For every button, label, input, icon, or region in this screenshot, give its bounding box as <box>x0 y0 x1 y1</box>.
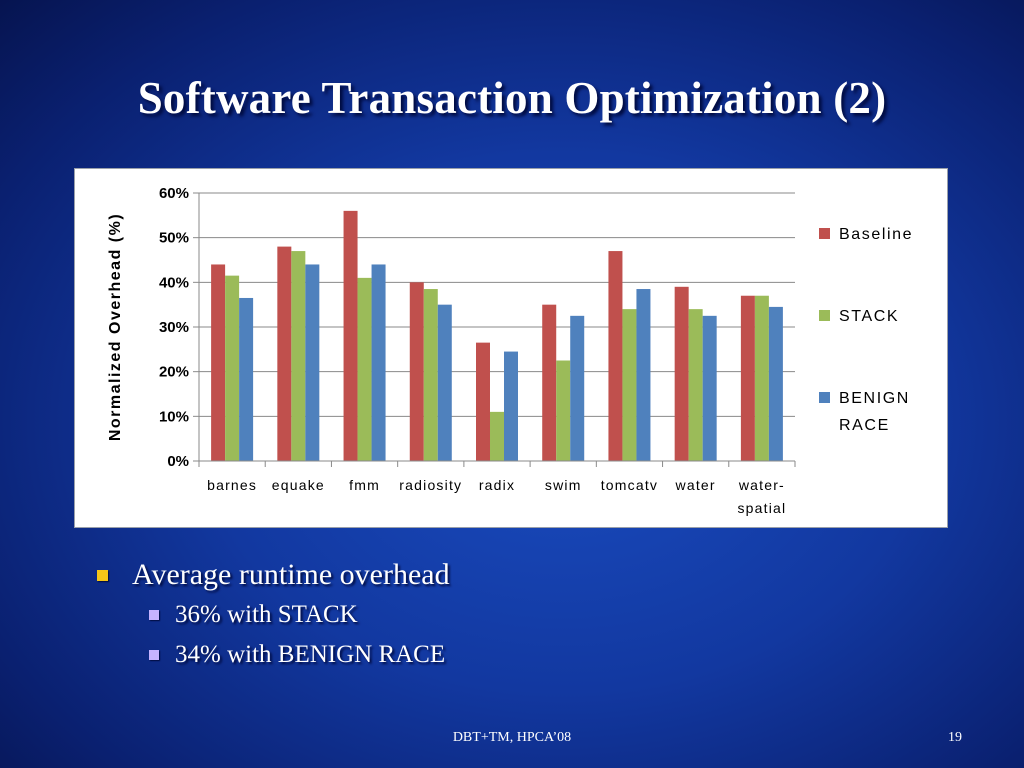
bar-benign-race <box>504 351 518 461</box>
square-bullet-icon <box>149 610 159 620</box>
bullet-list: Average runtime overhead 36% with STACK … <box>97 555 897 675</box>
bar-stack <box>423 289 438 461</box>
bar-stack <box>357 277 372 461</box>
bar-stack <box>225 275 240 461</box>
bar-baseline <box>542 304 557 461</box>
legend-label: RACE <box>839 417 890 434</box>
y-tick-label: 0% <box>167 453 189 470</box>
legend-label: STACK <box>839 308 899 325</box>
x-tick-label: barnes <box>207 477 257 493</box>
legend-swatch <box>819 392 830 403</box>
bar-chart: 0% 10% 20% 30% 40% 50% 60% Normalized Overhead … <box>107 185 913 516</box>
x-tick-label: water <box>675 477 716 493</box>
x-tick-label: water- <box>738 477 785 493</box>
y-tick-label: 30% <box>159 319 189 336</box>
bar-benign-race <box>305 264 320 461</box>
legend-label: Baseline <box>839 226 913 243</box>
x-tick-label: fmm <box>349 477 380 493</box>
bullet-text: Average runtime overhead <box>132 558 450 591</box>
legend-swatch <box>819 310 830 321</box>
y-tick-label: 20% <box>159 364 189 381</box>
bar-benign-race <box>371 264 386 461</box>
bar-baseline <box>211 264 226 461</box>
x-tick-label: radix <box>479 477 515 493</box>
bar-baseline <box>409 282 424 461</box>
sub-bullet-text: 36% with STACK <box>175 601 358 628</box>
bar-baseline <box>674 286 689 461</box>
square-bullet-icon <box>97 569 108 581</box>
bar-baseline <box>277 246 292 461</box>
y-axis-title: Normalized Overhead (%) <box>107 213 124 441</box>
x-tick-label: swim <box>545 477 582 493</box>
bar-baseline <box>740 295 755 461</box>
bar-stack <box>622 309 637 461</box>
bar-stack <box>556 360 571 461</box>
bar-benign-race <box>768 306 783 461</box>
footer-text: DBT+TM, HPCA’08 <box>452 730 572 745</box>
bar-stack <box>291 251 306 461</box>
bar-stack <box>688 309 703 461</box>
bullet-item: Average runtime overhead <box>97 555 897 595</box>
x-tick-label: equake <box>272 477 325 493</box>
y-tick-label: 40% <box>159 274 189 291</box>
sub-bullet-text: 34% with BENIGN RACE <box>175 641 446 668</box>
x-tick-label: spatial <box>737 500 786 516</box>
x-tick-label: radiosity <box>399 477 462 493</box>
y-tick-label: 50% <box>159 230 189 247</box>
bar-stack <box>754 295 769 461</box>
bar-benign-race <box>437 304 452 461</box>
bar-benign-race <box>636 289 651 461</box>
legend-swatch <box>819 228 830 239</box>
legend-label: BENIGN <box>839 390 910 407</box>
bar-baseline <box>476 342 490 461</box>
page-number: 19 <box>948 730 962 745</box>
square-bullet-icon <box>149 650 159 660</box>
bar-benign-race <box>702 315 717 461</box>
chart-container: 0% 10% 20% 30% 40% 50% 60% Normalized Overhead … <box>74 168 948 528</box>
bar-baseline <box>343 210 358 461</box>
bar-benign-race <box>239 297 254 461</box>
x-tick-label: tomcatv <box>601 477 658 493</box>
sub-bullet-item: 34% with BENIGN RACE <box>149 635 897 675</box>
bar-stack <box>490 411 504 461</box>
bar-benign-race <box>570 315 585 461</box>
y-tick-label: 60% <box>159 185 189 202</box>
slide-title: Software Transaction Optimization (2) <box>137 73 887 123</box>
bar-baseline <box>608 251 623 461</box>
sub-bullet-item: 36% with STACK <box>149 595 897 635</box>
y-tick-label: 10% <box>159 408 189 425</box>
